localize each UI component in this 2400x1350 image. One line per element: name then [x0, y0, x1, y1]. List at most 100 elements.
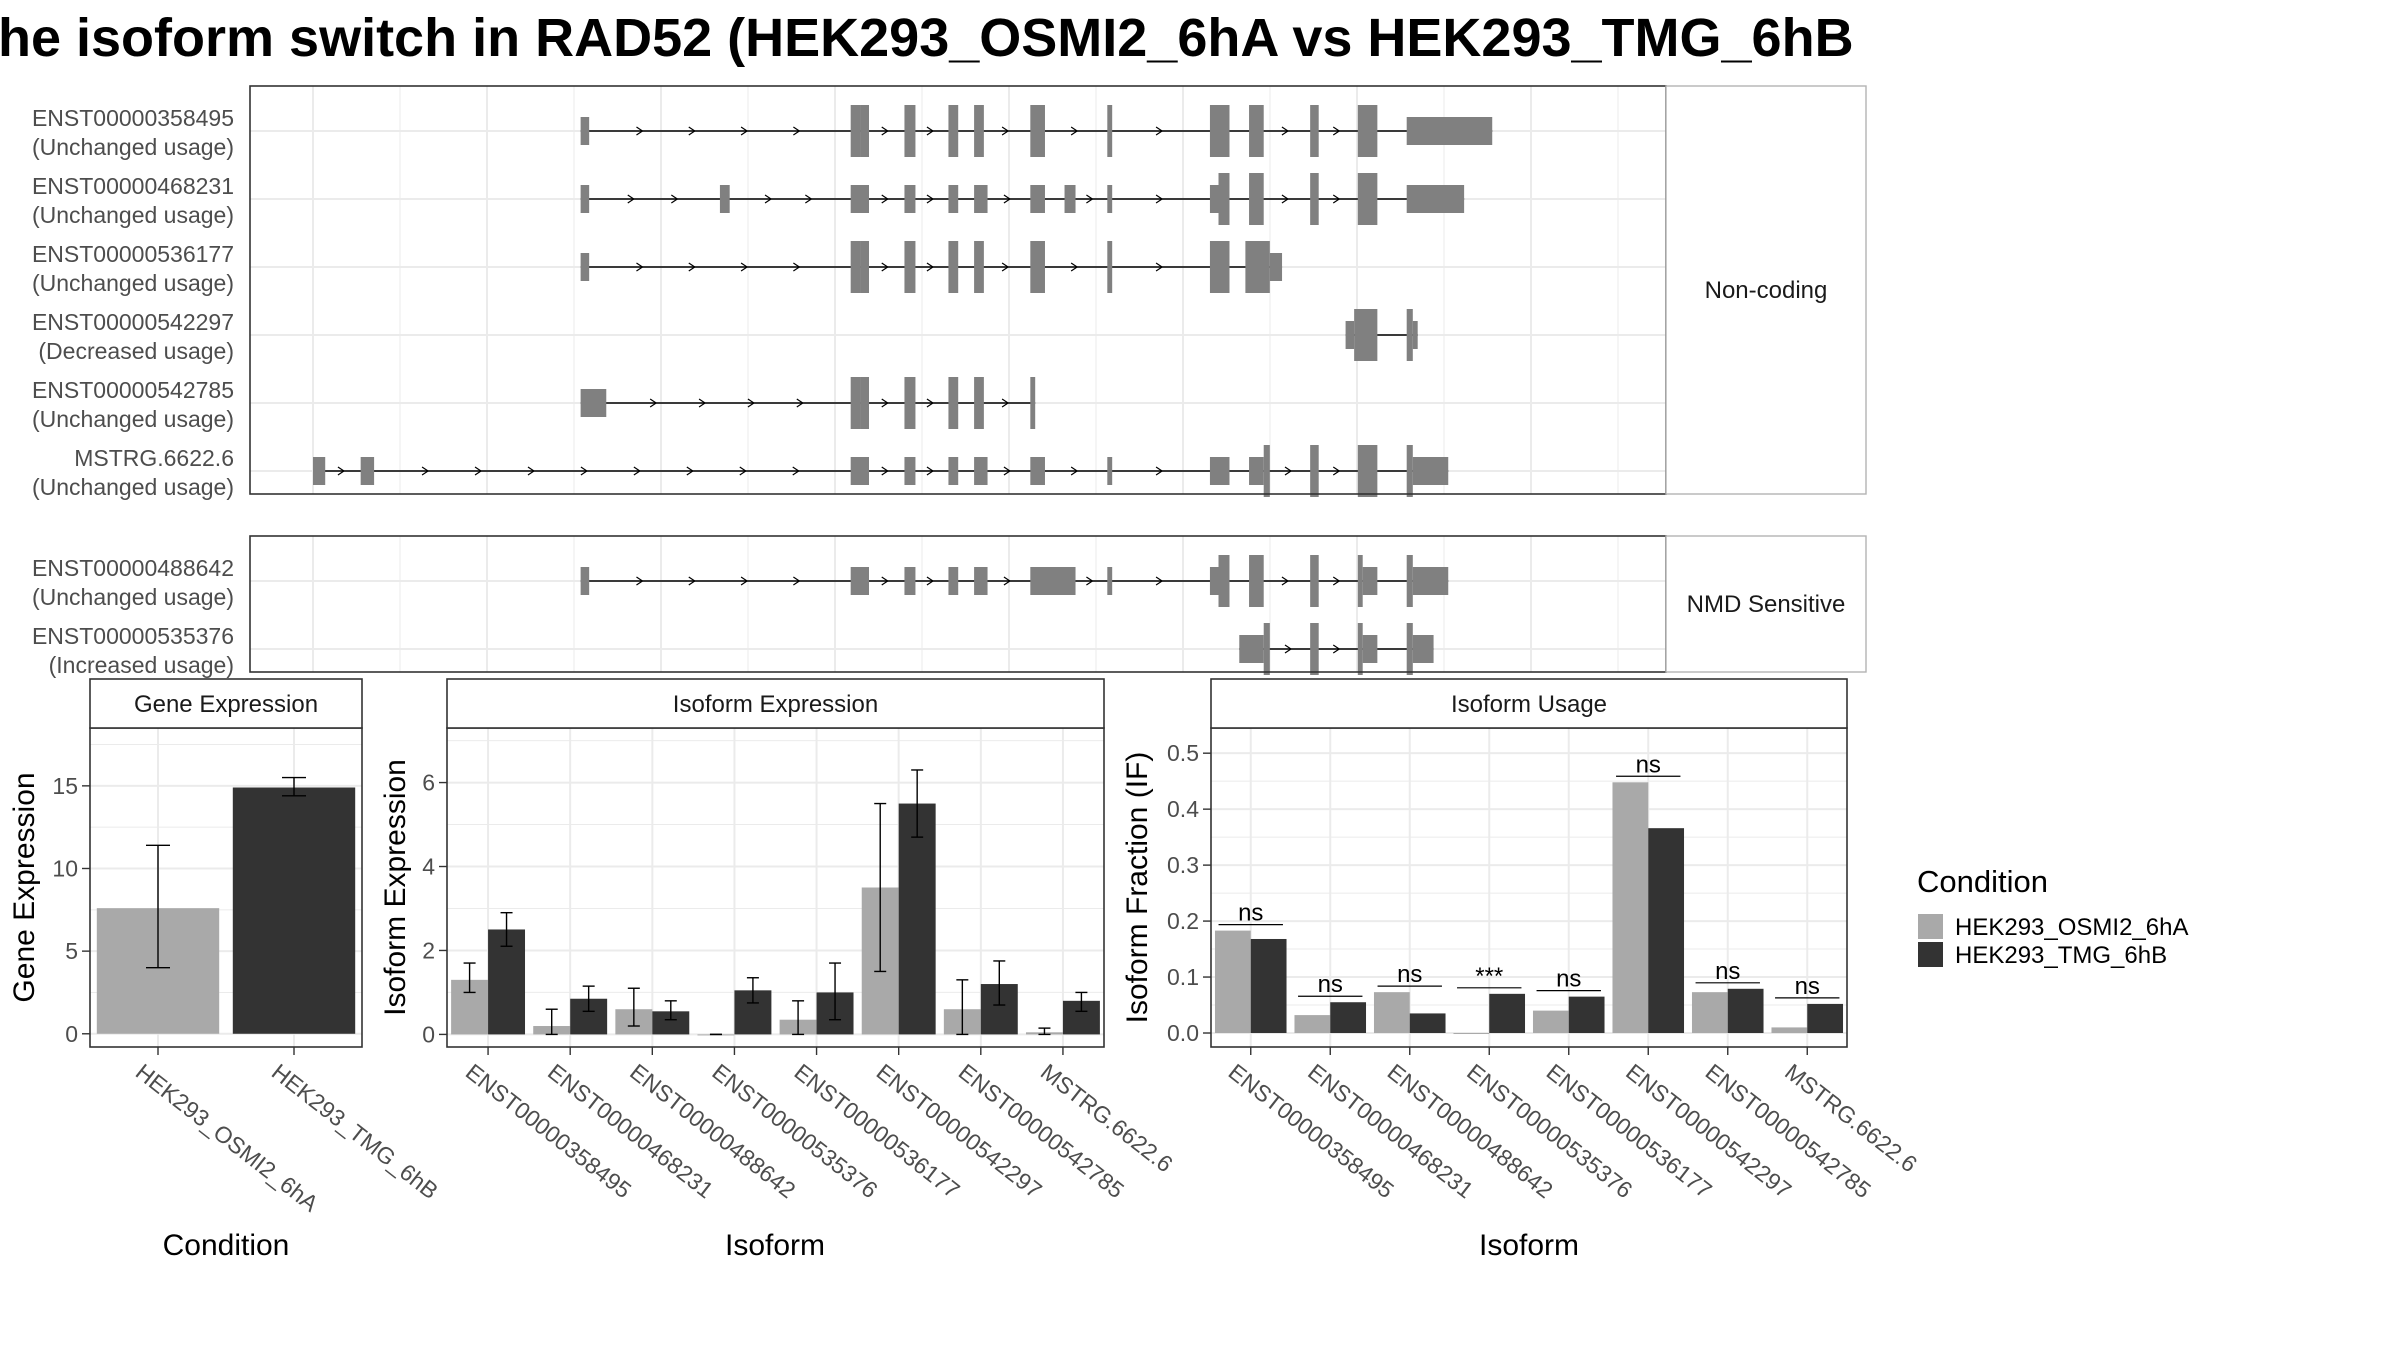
intron-arrow	[1332, 576, 1341, 586]
bar	[1771, 1027, 1808, 1034]
intron-arrow	[1284, 644, 1293, 654]
exon-block	[1249, 555, 1264, 607]
transcript-id-label: ENST00000358495	[32, 105, 234, 131]
panel-strip-label: Non-coding	[1705, 277, 1828, 304]
exon-block	[1310, 105, 1319, 157]
bar	[1612, 782, 1649, 1034]
exon-block	[904, 105, 916, 157]
y-tick-label: 0.2	[1167, 908, 1199, 934]
bar	[232, 787, 356, 1034]
exon-block	[360, 457, 375, 485]
intron-arrow	[1284, 466, 1293, 476]
bar	[1532, 1010, 1569, 1034]
exon-block	[1354, 309, 1378, 361]
exon-block	[1239, 635, 1264, 663]
exon-block	[1249, 105, 1264, 157]
exon-block	[1107, 567, 1113, 595]
exon-block	[1218, 173, 1230, 225]
y-tick-label: 2	[422, 937, 435, 963]
x-axis-label: Isoform	[1479, 1229, 1579, 1262]
x-axis-label: Isoform	[725, 1229, 825, 1262]
exon-block	[1030, 185, 1045, 213]
exon-block	[1030, 377, 1036, 429]
intron-arrow	[1155, 576, 1164, 586]
intron-arrow	[1155, 262, 1164, 272]
intron-arrow	[764, 194, 773, 204]
intron-arrow	[926, 126, 935, 136]
exon-block	[948, 105, 959, 157]
bar	[1214, 930, 1251, 1034]
exon-block	[1209, 105, 1230, 157]
intron-arrow	[1332, 466, 1341, 476]
y-tick-label: 0.5	[1167, 740, 1199, 766]
intron-arrow	[580, 466, 588, 476]
transcript-usage-label: (Increased usage)	[49, 652, 234, 678]
intron-arrow	[1070, 262, 1079, 272]
exon-block	[974, 105, 984, 157]
intron-arrow	[926, 398, 935, 408]
intron-arrow	[636, 126, 644, 136]
bar	[1409, 1013, 1446, 1034]
intron-arrow	[1001, 126, 1010, 136]
exon-block	[1406, 555, 1413, 607]
panel-strip-label: NMD Sensitive	[1687, 591, 1846, 618]
structure-panel-bg	[250, 536, 1666, 672]
legend-item-label: HEK293_OSMI2_6hA	[1955, 914, 2188, 941]
intron-arrow	[1281, 576, 1290, 586]
intron-arrow	[926, 262, 935, 272]
exon-block	[1406, 117, 1493, 145]
bar	[1648, 828, 1685, 1034]
intron-arrow	[1332, 194, 1341, 204]
exon-block	[1064, 185, 1076, 213]
transcript-usage-label: (Unchanged usage)	[32, 202, 234, 228]
intron-arrow	[337, 466, 346, 476]
exon-block	[1412, 567, 1449, 595]
intron-arrow	[633, 466, 641, 476]
bar	[1807, 1003, 1844, 1034]
exon-block	[1357, 105, 1378, 157]
intron-arrow	[926, 194, 935, 204]
intron-arrow	[527, 466, 536, 476]
exon-block	[1107, 457, 1113, 485]
exon-block	[580, 117, 590, 145]
exon-block	[1357, 445, 1378, 497]
exon-block	[948, 567, 959, 595]
transcript-usage-label: (Decreased usage)	[38, 338, 234, 364]
exon-block	[1412, 635, 1434, 663]
intron-arrow	[698, 398, 707, 408]
exon-block	[948, 241, 959, 293]
intron-arrow	[421, 466, 430, 476]
bar-panel-title: Gene Expression	[134, 691, 318, 718]
y-tick-label: 0.1	[1167, 964, 1199, 990]
exon-block	[860, 105, 870, 157]
panel-strip	[1665, 85, 1867, 495]
bar	[898, 803, 936, 1035]
exon-block	[1030, 457, 1045, 485]
exon-block	[850, 185, 870, 213]
significance-label: ns	[1556, 966, 1581, 993]
exon-block	[904, 377, 916, 429]
exon-block	[974, 457, 988, 485]
bar	[1373, 992, 1410, 1034]
exon-block	[850, 457, 870, 485]
figure-title: he isoform switch in RAD52 (HEK293_OSMI2…	[0, 8, 1854, 68]
exon-block	[1269, 253, 1283, 281]
bar	[652, 1011, 690, 1035]
bar	[1727, 988, 1764, 1034]
exon-block	[580, 253, 590, 281]
significance-label: ns	[1318, 971, 1343, 998]
exon-block	[974, 377, 984, 429]
exon-block	[1245, 241, 1270, 293]
exon-block	[974, 567, 988, 595]
y-tick-label: 6	[422, 770, 435, 796]
exon-block	[974, 185, 988, 213]
intron-arrow	[1155, 466, 1164, 476]
y-tick-label: 0	[422, 1021, 435, 1047]
exon-block	[1030, 567, 1076, 595]
intron-arrow	[1281, 194, 1290, 204]
exon-block	[860, 377, 870, 429]
exon-block	[850, 567, 870, 595]
exon-block	[1107, 185, 1113, 213]
intron-arrow	[688, 126, 696, 136]
